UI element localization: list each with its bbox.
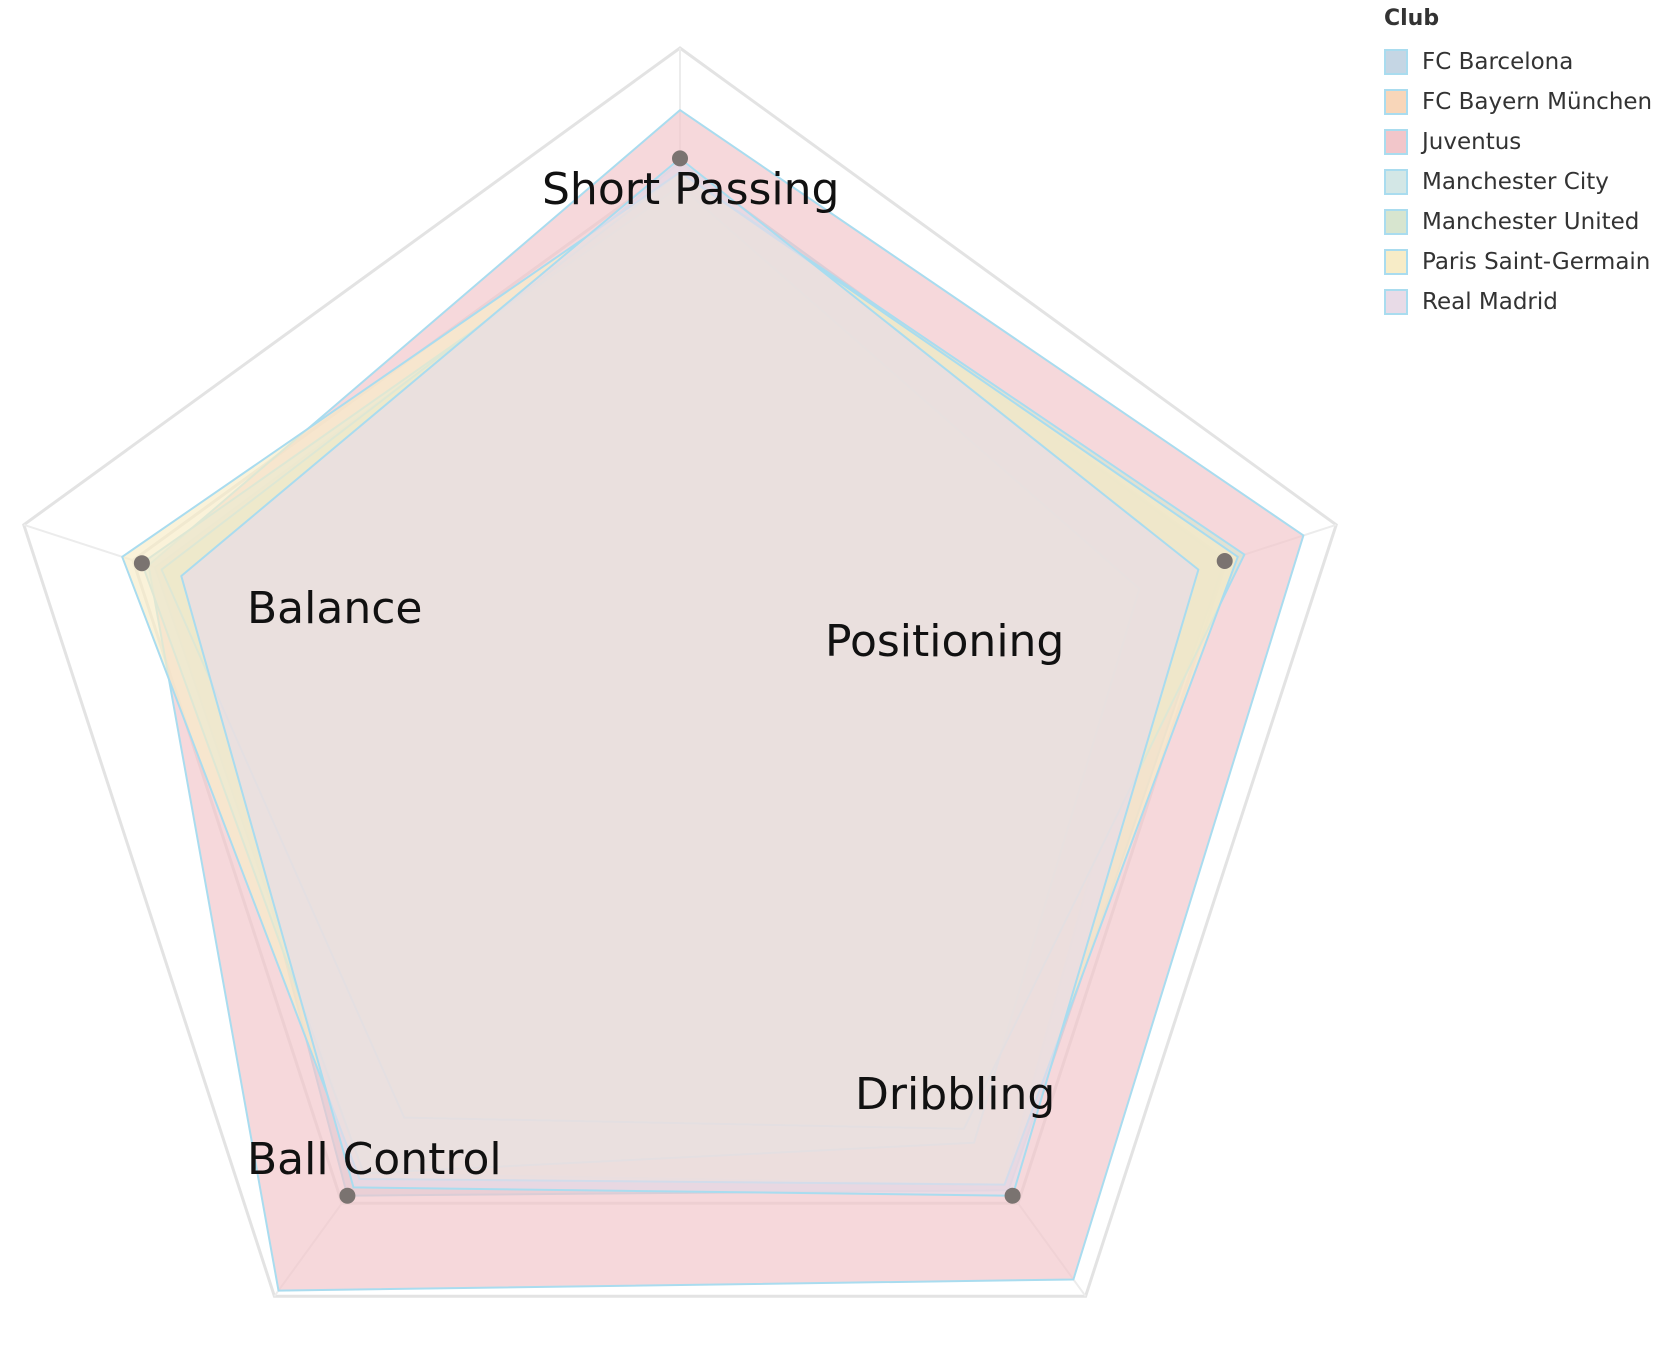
grid-ring [22, 46, 1338, 1298]
legend-item-real-madrid[interactable]: Real Madrid [1384, 282, 1656, 322]
legend-label: Juventus [1422, 129, 1522, 155]
legend-swatch [1384, 89, 1408, 115]
axis-label-ball-control: Ball Control [247, 1134, 502, 1185]
legend-item-fc-bayern-munchen[interactable]: FC Bayern München [1384, 82, 1656, 122]
legend-swatch [1384, 169, 1408, 195]
legend: Club FC Barcelona FC Bayern München Juve… [1384, 6, 1656, 322]
legend-swatch [1384, 289, 1408, 315]
value-marker [672, 150, 688, 167]
legend-item-fc-barcelona[interactable]: FC Barcelona [1384, 42, 1656, 82]
legend-label: Paris Saint-Germain [1422, 249, 1651, 275]
value-marker [1004, 1187, 1021, 1204]
value-marker [1216, 553, 1233, 569]
legend-swatch [1384, 129, 1408, 155]
axis-label-positioning: Positioning [825, 616, 1064, 667]
legend-item-paris-saint-germain[interactable]: Paris Saint-Germain [1384, 242, 1656, 282]
legend-label: Manchester United [1422, 209, 1640, 235]
legend-label: FC Barcelona [1422, 49, 1574, 75]
value-marker [339, 1187, 356, 1204]
axis-labels: Short Passing Positioning Dribbling Ball… [247, 164, 1064, 1185]
value-marker [133, 555, 150, 572]
legend-swatch [1384, 249, 1408, 275]
legend-swatch [1384, 209, 1408, 235]
series-areas [121, 109, 1305, 1292]
axis-label-dribbling: Dribbling [855, 1069, 1055, 1120]
legend-item-juventus[interactable]: Juventus [1384, 122, 1656, 162]
legend-label: Real Madrid [1422, 289, 1558, 315]
legend-item-manchester-united[interactable]: Manchester United [1384, 202, 1656, 242]
value-markers [133, 150, 1233, 1204]
series-area-real-madrid [180, 157, 1200, 1197]
legend-title: Club [1384, 6, 1440, 31]
axis-label-balance: Balance [247, 583, 422, 634]
axis-label-short-passing: Short Passing [542, 164, 839, 215]
legend-label: FC Bayern München [1422, 89, 1653, 115]
legend-label: Manchester City [1422, 169, 1609, 195]
legend-swatch [1384, 49, 1408, 75]
legend-item-manchester-city[interactable]: Manchester City [1384, 162, 1656, 202]
